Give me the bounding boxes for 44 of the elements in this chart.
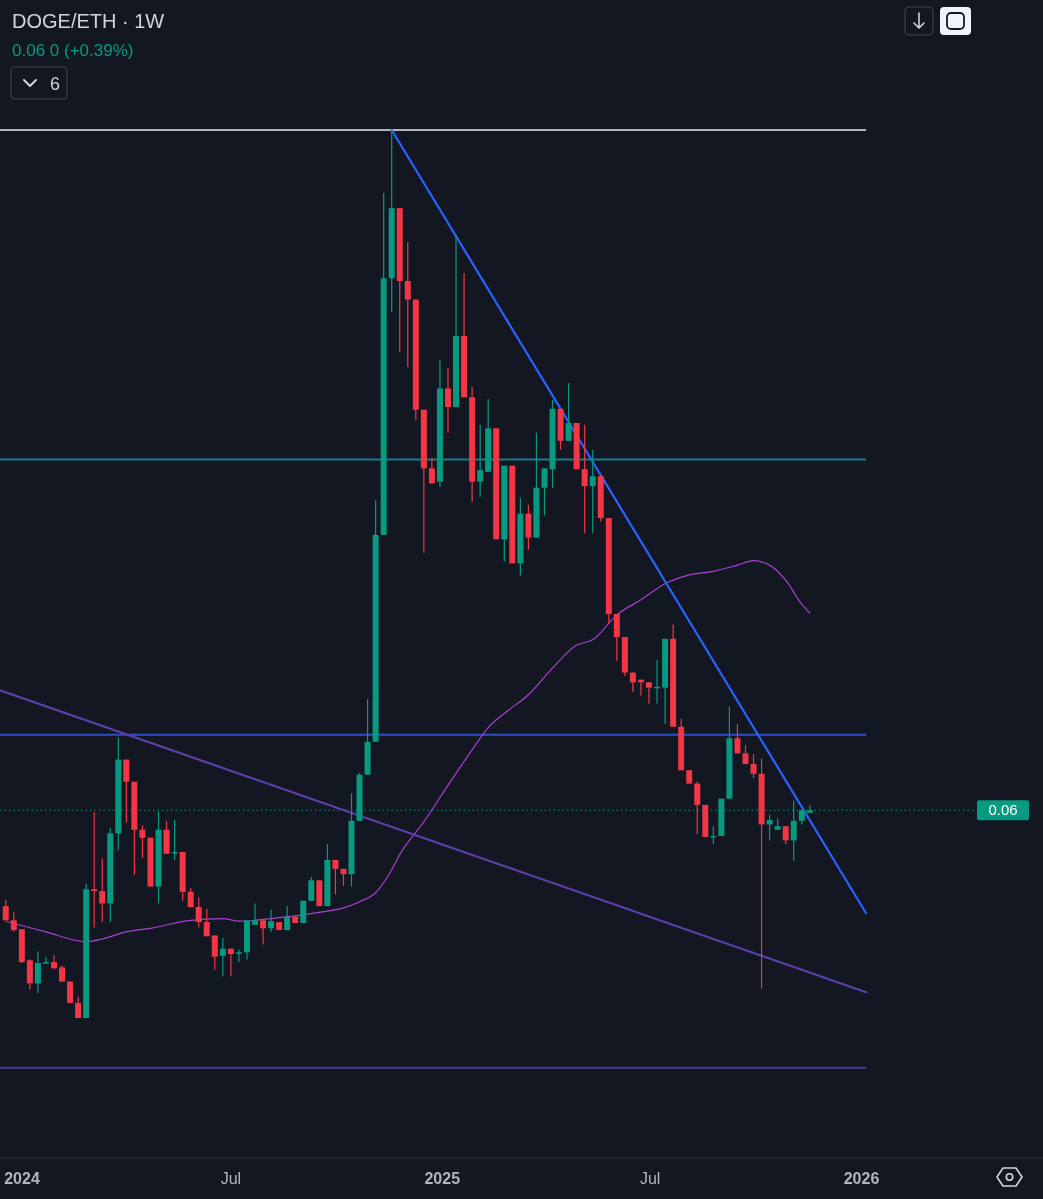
x-tick-label: 2025 [424, 1170, 461, 1187]
candlestick [444, 367, 451, 434]
x-tick-label: 2026 [843, 1170, 880, 1187]
candlestick [589, 449, 596, 534]
candlestick [10, 911, 17, 933]
candlestick [750, 753, 757, 779]
candlestick [163, 820, 170, 855]
candlestick [525, 504, 532, 551]
candlestick [613, 613, 620, 662]
candlestick [34, 950, 41, 994]
candlestick [203, 908, 210, 937]
candlestick [260, 919, 267, 945]
text: 0.06 0 (+0.39%) [12, 41, 134, 60]
candlestick [235, 949, 242, 963]
candlestick [26, 958, 33, 991]
annotation: 0.06 [988, 801, 1018, 819]
candlestick [581, 424, 588, 534]
text: 6 [50, 74, 61, 94]
candlestick [139, 824, 146, 859]
candlestick [91, 811, 98, 929]
candlestick [227, 948, 234, 977]
candlestick [99, 857, 106, 923]
candlestick [42, 956, 49, 965]
x-tick-label: Jul [639, 1170, 661, 1187]
candlestick [252, 902, 259, 926]
candlestick [694, 781, 701, 835]
candlestick [541, 467, 548, 516]
candlestick [565, 382, 572, 442]
candlestick [308, 876, 315, 902]
candlestick [332, 859, 339, 896]
candlestick [404, 241, 411, 368]
candlestick [646, 681, 652, 705]
candlestick [734, 723, 741, 754]
candlestick [268, 909, 275, 933]
candlestick [219, 937, 226, 977]
candlestick [50, 954, 57, 970]
candlestick [477, 424, 484, 498]
candlestick [195, 896, 202, 929]
candlestick [211, 934, 218, 971]
chart-title: DOGE/ETH · 1W [12, 10, 165, 32]
x-tick-label: 2024 [4, 1170, 40, 1187]
candlestick [123, 758, 130, 824]
candlestick [428, 457, 435, 485]
x-tick-label: Jul [220, 1170, 242, 1187]
